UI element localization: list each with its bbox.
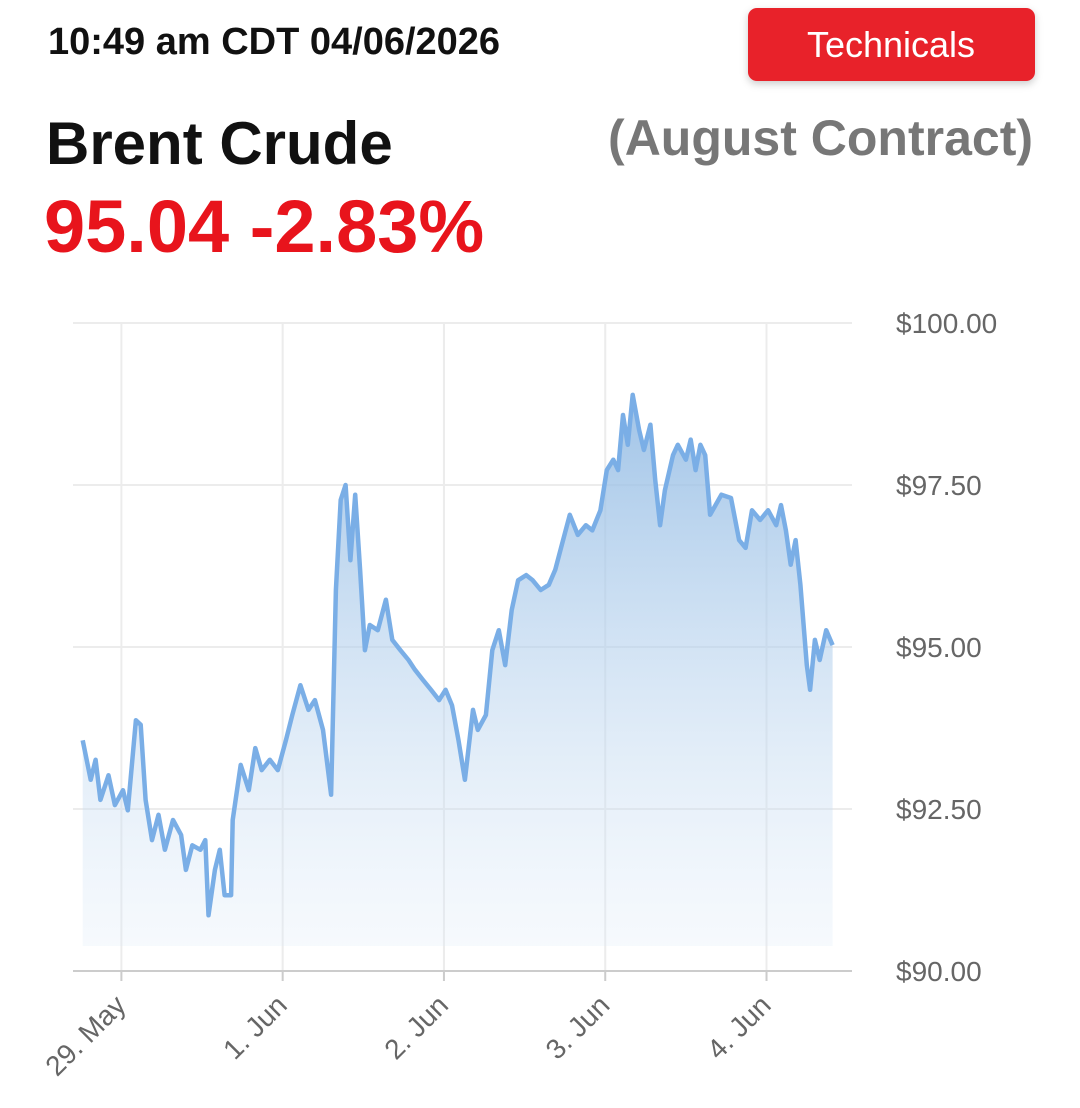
x-tick-label: 4. Jun: [701, 989, 777, 1065]
area: [82, 394, 833, 946]
button-bg[interactable]: [748, 8, 1035, 81]
price-line: [80, 392, 835, 918]
technicals-button[interactable]: Technicals: [748, 8, 1035, 81]
x-tick-label: 29. May: [39, 989, 131, 1081]
price-value: 95.04: [44, 185, 229, 268]
y-tick-label: $95.00: [896, 632, 982, 663]
chart: $90.00 $92.50 $95.00 $97.50 $100.00 29. May 1.…: [39, 308, 997, 1082]
y-tick-label: $90.00: [896, 956, 982, 987]
y-tick-label: $97.50: [896, 470, 982, 501]
timestamp: 10:49 am CDT 04/06/2026: [48, 21, 500, 63]
y-tick-label: $100.00: [896, 308, 997, 339]
y-tick-label: $92.50: [896, 794, 982, 825]
instrument-title: Brent Crude: [46, 110, 393, 177]
x-tick-label: 2. Jun: [378, 989, 454, 1065]
x-tick-label: 3. Jun: [540, 989, 616, 1065]
contract-subtitle: (August Contract): [608, 110, 1033, 166]
x-tick-label: 1. Jun: [217, 989, 293, 1065]
button-label[interactable]: Technicals: [807, 24, 975, 65]
price: 95.04 -2.83%: [44, 185, 484, 268]
price-change: -2.83%: [250, 185, 484, 268]
